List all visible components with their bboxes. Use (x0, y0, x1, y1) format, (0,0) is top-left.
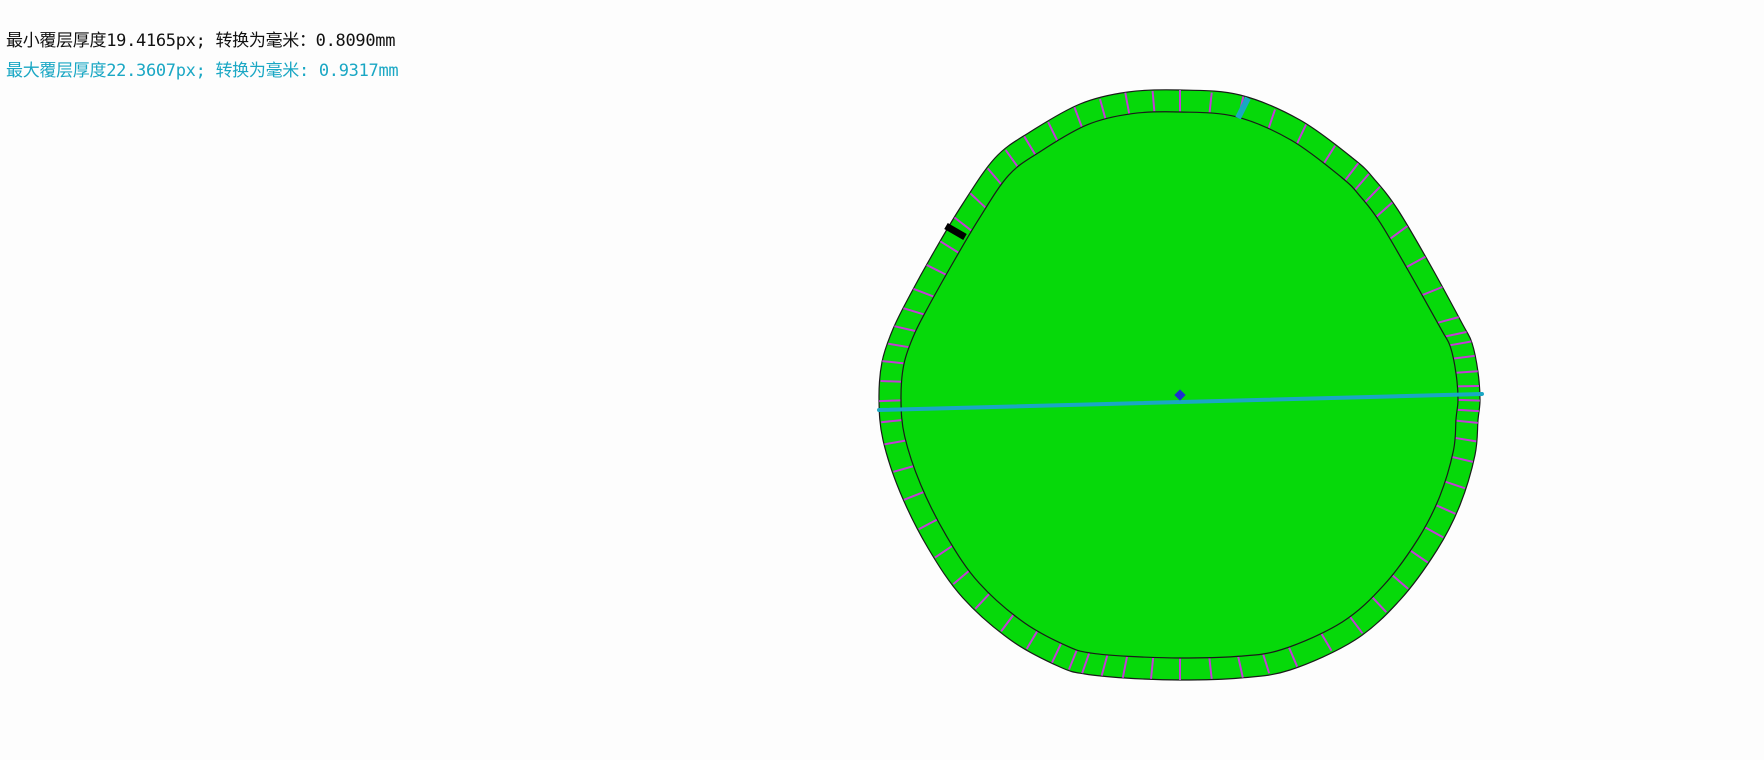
thickness-sample-line (1322, 145, 1336, 165)
thickness-sample-line (1443, 480, 1466, 490)
thickness-sample-line (1099, 98, 1107, 121)
thickness-sample-line (1100, 654, 1109, 676)
thickness-sample-line (1151, 91, 1156, 113)
thickness-sample-line (894, 325, 917, 333)
diameter-line (877, 392, 1484, 412)
thickness-sample-line (939, 240, 960, 254)
thickness-sample-line (1456, 408, 1479, 413)
thickness-sample-line (881, 419, 904, 424)
thickness-sample-line (1348, 615, 1364, 634)
thickness-sample-line (1353, 173, 1370, 192)
thickness-sample-line (1423, 526, 1444, 539)
thickness-sample-line (884, 439, 907, 446)
thickness-sample-line (880, 380, 903, 383)
thickness-sample-line (1068, 648, 1079, 670)
thickness-sample-line (882, 360, 905, 365)
thickness-sample-line (1267, 109, 1276, 131)
thickness-sample-line (1295, 123, 1308, 145)
thickness-sample-line (974, 592, 992, 610)
thickness-sample-line (1434, 503, 1456, 515)
thickness-sample-line (1444, 331, 1467, 338)
thickness-sample-line (1124, 92, 1131, 115)
max-thickness-marker (1235, 96, 1251, 120)
thickness-sample-line (953, 216, 973, 232)
thickness-sample-lines (879, 90, 1480, 680)
thickness-sample-line (1150, 657, 1155, 680)
thickness-sample-line (1025, 629, 1039, 650)
thickness-sample-line (1004, 149, 1020, 169)
thickness-sample-line (1023, 135, 1037, 156)
thickness-sample-line (913, 287, 935, 298)
thickness-sample-line (1344, 162, 1360, 182)
thickness-sample-line (1421, 286, 1443, 297)
thickness-sample-line (952, 569, 971, 585)
thickness-sample-line (879, 399, 902, 403)
thickness-sample-line (1375, 201, 1393, 218)
thickness-sample-line (1405, 255, 1426, 269)
thickness-sample-line (1237, 655, 1244, 678)
thickness-sample-line (1287, 646, 1299, 668)
center-point-marker (1174, 389, 1186, 401)
thickness-sample-line (1081, 652, 1091, 674)
thickness-sample-line (1455, 419, 1478, 424)
thickness-sample-line (926, 264, 947, 276)
thickness-sample-line (1452, 354, 1475, 360)
min-thickness-label: 最小覆层厚度19.4165px; 转换为毫米：0.8090mm (6, 31, 396, 51)
thickness-sample-line (1073, 106, 1084, 129)
thickness-sample-line (1000, 613, 1016, 632)
thickness-sample-line (893, 464, 915, 473)
min-thickness-marker (944, 222, 967, 241)
inner-core-boundary (900, 111, 1459, 659)
thickness-sample-line (1261, 652, 1271, 674)
thickness-sample-line (1208, 92, 1213, 115)
thickness-sample-line (1437, 316, 1459, 324)
thickness-sample-line (918, 518, 939, 531)
thickness-sample-line (1390, 573, 1409, 590)
thickness-sample-line (1455, 370, 1478, 374)
thickness-sample-line (903, 307, 925, 316)
thickness-sample-line (1454, 436, 1477, 443)
thickness-sample-line (1370, 595, 1388, 613)
max-thickness-label: 最大覆层厚度22.3607px; 转换为毫米: 0.9317mm (6, 61, 399, 81)
thickness-sample-line (1319, 631, 1333, 652)
thickness-sample-line (1449, 340, 1472, 347)
thickness-sample-line (1409, 549, 1429, 564)
thickness-sample-line (887, 342, 910, 349)
thickness-sample-line (969, 192, 987, 210)
thickness-sample-line (1451, 455, 1474, 463)
thickness-sample-line (1121, 656, 1129, 678)
thickness-sample-line (903, 490, 925, 501)
thickness-sample-line (1364, 186, 1381, 204)
thickness-sample-line (934, 544, 954, 559)
thickness-sample-line (1208, 657, 1213, 680)
thickness-sample-line (1047, 121, 1059, 143)
thickness-sample-line (986, 167, 1003, 186)
thickness-sample-line (1051, 642, 1063, 664)
thickness-sample-line (1389, 225, 1408, 240)
thickness-sample-line (1457, 398, 1480, 402)
